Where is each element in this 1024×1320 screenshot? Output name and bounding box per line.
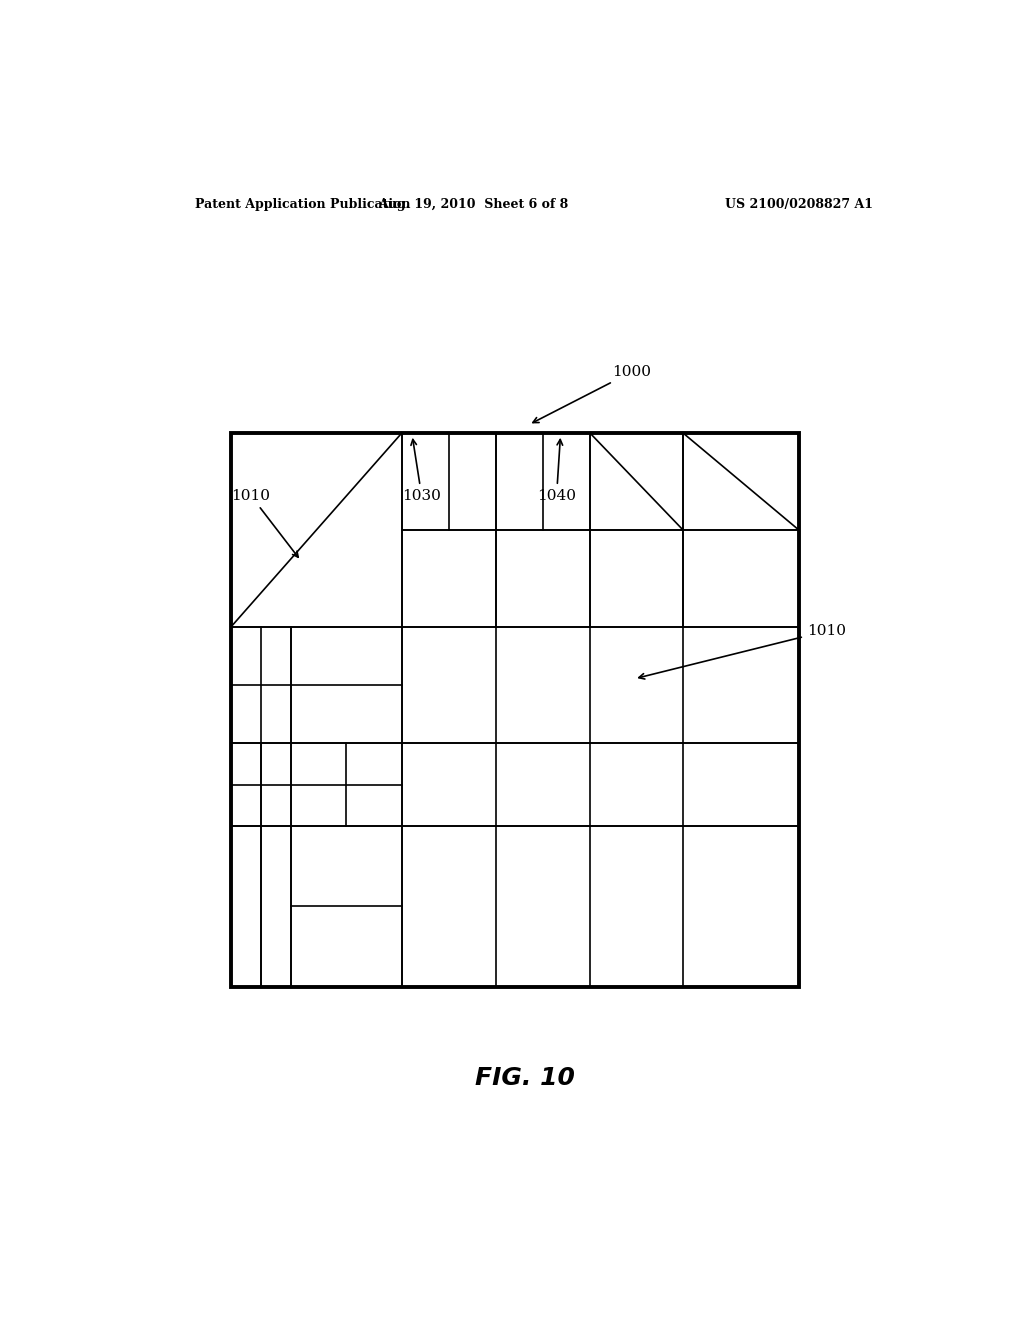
Bar: [261, 743, 291, 826]
Bar: [231, 627, 291, 743]
Bar: [683, 529, 799, 627]
Bar: [496, 529, 590, 627]
Bar: [683, 433, 799, 529]
Text: 1010: 1010: [639, 624, 846, 678]
Text: 1040: 1040: [537, 440, 577, 503]
Bar: [402, 826, 799, 987]
Text: US 2100/0208827 A1: US 2100/0208827 A1: [725, 198, 872, 211]
Bar: [402, 627, 799, 743]
Text: Patent Application Publication: Patent Application Publication: [196, 198, 411, 211]
Bar: [231, 433, 799, 987]
Bar: [291, 826, 402, 987]
Bar: [231, 826, 261, 987]
Text: Aug. 19, 2010  Sheet 6 of 8: Aug. 19, 2010 Sheet 6 of 8: [378, 198, 568, 211]
Bar: [261, 826, 291, 987]
Bar: [231, 433, 402, 627]
Text: 1000: 1000: [532, 364, 651, 422]
Bar: [590, 433, 683, 529]
Bar: [291, 743, 402, 826]
Bar: [590, 529, 683, 627]
Text: 1030: 1030: [402, 440, 441, 503]
Bar: [402, 743, 799, 826]
Bar: [291, 627, 402, 743]
Bar: [402, 433, 496, 529]
Text: FIG. 10: FIG. 10: [475, 1067, 574, 1090]
Bar: [496, 433, 590, 529]
Bar: [231, 743, 261, 826]
Text: 1010: 1010: [231, 488, 298, 557]
Bar: [402, 529, 496, 627]
